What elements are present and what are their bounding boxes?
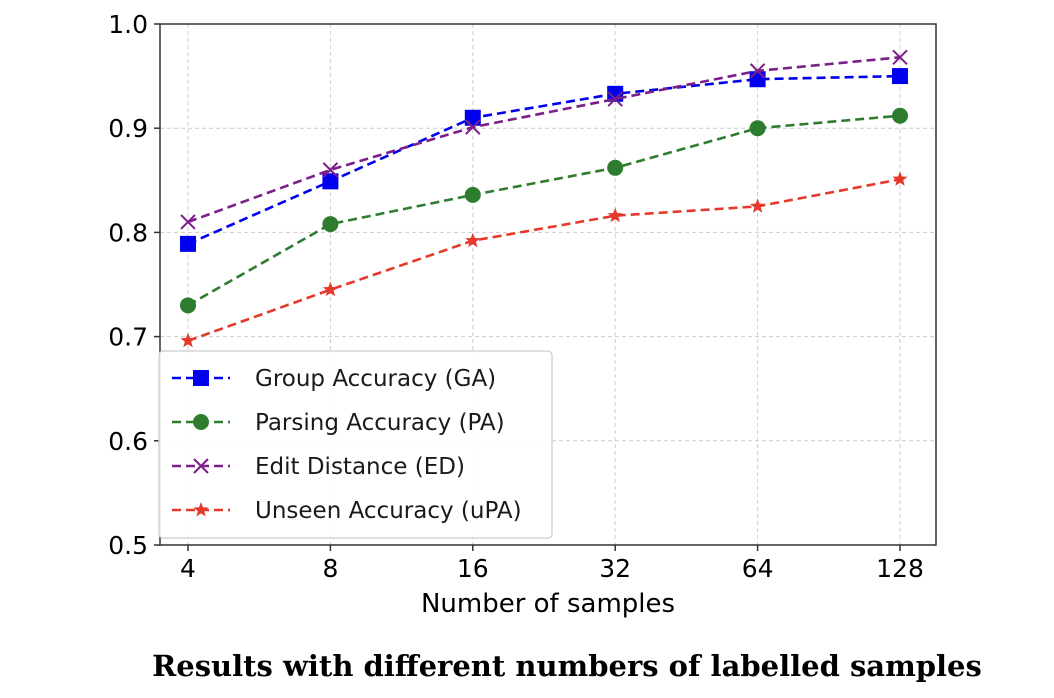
y-axis-ticks: 0.5 0.6 0.7 0.8 0.9 1.0 [108, 10, 160, 560]
data-point [607, 207, 623, 223]
series-line [187, 178, 901, 343]
data-point [180, 214, 196, 230]
legend-box [158, 350, 553, 539]
y-tick-label: 0.8 [108, 218, 148, 247]
series-line [187, 56, 901, 224]
legend-label: Unseen Accuracy (uPA) [255, 498, 522, 524]
data-point [180, 332, 196, 348]
x-axis-label: Number of samples [421, 589, 675, 619]
legend-marker [193, 458, 209, 474]
x-tick-label: 128 [876, 554, 924, 583]
legend-marker [193, 370, 209, 386]
data-point [465, 232, 481, 248]
data-point [892, 68, 908, 85]
x-marker-stroke [322, 162, 339, 178]
legend-label: Edit Distance (ED) [255, 454, 465, 480]
y-tick-label: 0.7 [108, 323, 148, 352]
series-x [180, 49, 908, 230]
data-point [464, 186, 481, 203]
y-tick-label: 1.0 [108, 10, 148, 39]
data-point [607, 91, 623, 107]
legend-marker [193, 502, 209, 517]
data-point [180, 235, 196, 252]
legend-label: Parsing Accuracy (PA) [255, 410, 505, 436]
data-point [322, 281, 338, 297]
legend-item: Unseen Accuracy (uPA) [172, 498, 522, 524]
data-point [749, 120, 766, 137]
series-star [180, 171, 908, 348]
data-point [607, 159, 624, 176]
x-tick-label: 16 [457, 554, 489, 583]
plot-frame [159, 23, 937, 546]
x-tick-label: 8 [322, 554, 338, 583]
series-circle [180, 107, 908, 314]
x-marker-stroke [180, 214, 196, 230]
y-tick-label: 0.6 [108, 427, 148, 456]
data-point [180, 297, 196, 314]
series-square [180, 68, 908, 252]
x-tick-label: 4 [180, 554, 196, 583]
data-point [322, 162, 339, 178]
x-tick-label: 32 [599, 554, 631, 583]
series-line [187, 114, 901, 307]
legend-item: Edit Distance (ED) [172, 454, 465, 480]
series-line [187, 74, 901, 246]
data-point [749, 71, 766, 88]
x-marker-stroke [749, 63, 766, 79]
legend-marker [193, 414, 209, 430]
legend-label: Group Accuracy (GA) [255, 366, 496, 392]
data-point [892, 49, 908, 66]
x-marker-stroke [465, 119, 481, 135]
legend-item: Parsing Accuracy (PA) [172, 410, 505, 436]
legend-item: Group Accuracy (GA) [172, 366, 496, 392]
x-marker-stroke [193, 458, 209, 474]
data-point [892, 171, 908, 186]
x-marker-stroke [607, 91, 623, 107]
data-point [322, 173, 339, 190]
data-point [464, 109, 481, 126]
data-point [322, 216, 339, 233]
y-tick-label: 0.5 [108, 531, 148, 560]
y-tick-label: 0.9 [108, 114, 148, 143]
legend: Group Accuracy (GA) Parsing Accuracy (PA)… [158, 350, 553, 539]
figure-caption: Results with different numbers of labell… [152, 649, 982, 683]
data-point [750, 198, 766, 213]
x-tick-label: 64 [742, 554, 774, 583]
series [180, 49, 908, 348]
x-marker-stroke [892, 49, 908, 66]
x-axis-ticks: 4 8 16 32 64 128 [180, 545, 924, 583]
data-point [465, 119, 481, 135]
data-point [892, 107, 908, 124]
data-point [749, 63, 766, 79]
